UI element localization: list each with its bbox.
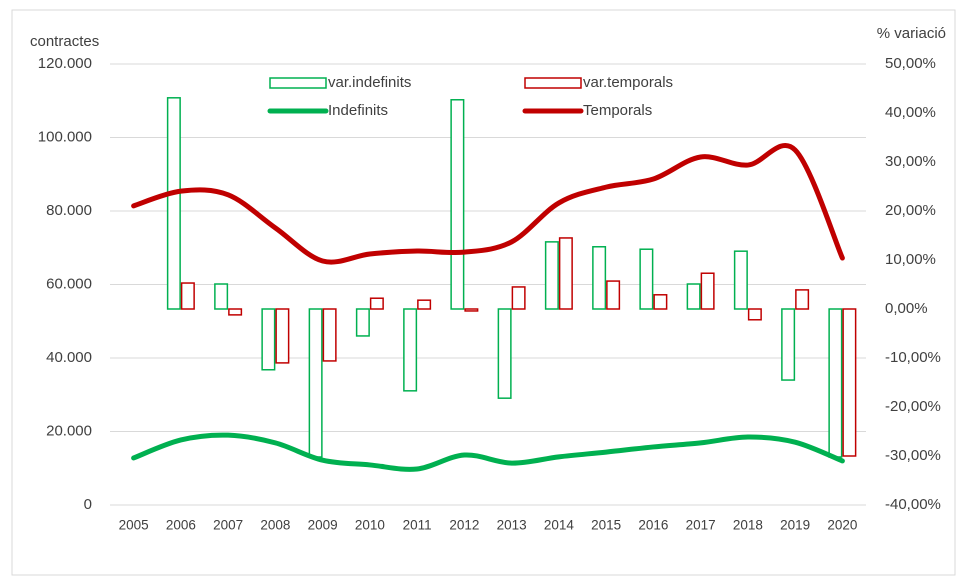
x-tick-label: 2008: [260, 518, 290, 533]
bar: [369, 297, 384, 310]
legend-label: var.temporals: [583, 74, 673, 91]
x-tick-label: 2007: [213, 518, 243, 533]
bar: [592, 246, 607, 310]
y-tick-label: 100.000: [38, 128, 92, 145]
bar: [733, 250, 748, 310]
bar: [606, 280, 621, 310]
bar: [544, 241, 559, 310]
legend-swatch: [524, 77, 582, 89]
bar: [166, 97, 181, 310]
bar: [781, 308, 796, 381]
x-tick-label: 2005: [119, 518, 149, 533]
bar: [228, 308, 243, 316]
y2-tick-label: -30,00%: [885, 447, 941, 464]
x-tick-label: 2018: [733, 518, 763, 533]
bar: [639, 248, 654, 310]
bar: [795, 289, 810, 310]
y-tick-label: 120.000: [38, 55, 92, 72]
legend-label: Indefinits: [328, 102, 388, 119]
bar: [747, 308, 762, 321]
y-tick-label: 40.000: [46, 349, 92, 366]
y-tick-label: 60.000: [46, 275, 92, 292]
y2-tick-label: 50,00%: [885, 55, 936, 72]
bar: [275, 308, 290, 364]
x-tick-label: 2009: [308, 518, 338, 533]
bar: [842, 308, 857, 457]
y2-tick-label: 30,00%: [885, 153, 936, 170]
bar: [261, 308, 276, 371]
legend-label: Temporals: [583, 102, 652, 119]
chart-frame: [11, 9, 956, 576]
bar: [417, 299, 432, 310]
y2-tick-label: 40,00%: [885, 104, 936, 121]
x-tick-label: 2006: [166, 518, 196, 533]
x-tick-label: 2020: [827, 518, 857, 533]
y2-tick-label: 20,00%: [885, 202, 936, 219]
bar: [497, 308, 512, 399]
y-tick-label: 20.000: [46, 422, 92, 439]
x-tick-label: 2016: [638, 518, 668, 533]
y2-axis-title: % variació: [877, 25, 946, 42]
x-tick-label: 2014: [544, 518, 575, 533]
bar: [511, 286, 526, 310]
line: [131, 143, 845, 265]
bar: [686, 283, 701, 310]
y2-tick-label: -40,00%: [885, 496, 941, 513]
bar: [403, 308, 418, 392]
y-axis-title: contractes: [30, 33, 99, 50]
x-tick-label: 2019: [780, 518, 810, 533]
bar: [214, 283, 229, 310]
y2-tick-label: -10,00%: [885, 349, 941, 366]
y-tick-label: 80.000: [46, 202, 92, 219]
x-tick-label: 2015: [591, 518, 621, 533]
line: [131, 432, 845, 472]
bar: [450, 99, 465, 310]
x-tick-label: 2013: [497, 518, 527, 533]
y2-tick-label: -20,00%: [885, 398, 941, 415]
legend-swatch: [269, 77, 327, 89]
bar: [322, 308, 337, 362]
bar: [180, 282, 195, 310]
bar: [828, 308, 843, 458]
x-tick-label: 2017: [686, 518, 716, 533]
bar: [700, 272, 715, 310]
y2-tick-label: 10,00%: [885, 251, 936, 268]
x-tick-label: 2012: [449, 518, 479, 533]
bar: [308, 308, 323, 458]
bar: [653, 294, 668, 310]
bar: [355, 308, 370, 337]
legend-label: var.indefinits: [328, 74, 411, 91]
y2-tick-label: 0,00%: [885, 300, 928, 317]
y-tick-label: 0: [84, 496, 92, 513]
bar: [464, 308, 479, 312]
x-tick-label: 2011: [403, 518, 432, 533]
bar: [558, 237, 573, 310]
x-tick-label: 2010: [355, 518, 385, 533]
